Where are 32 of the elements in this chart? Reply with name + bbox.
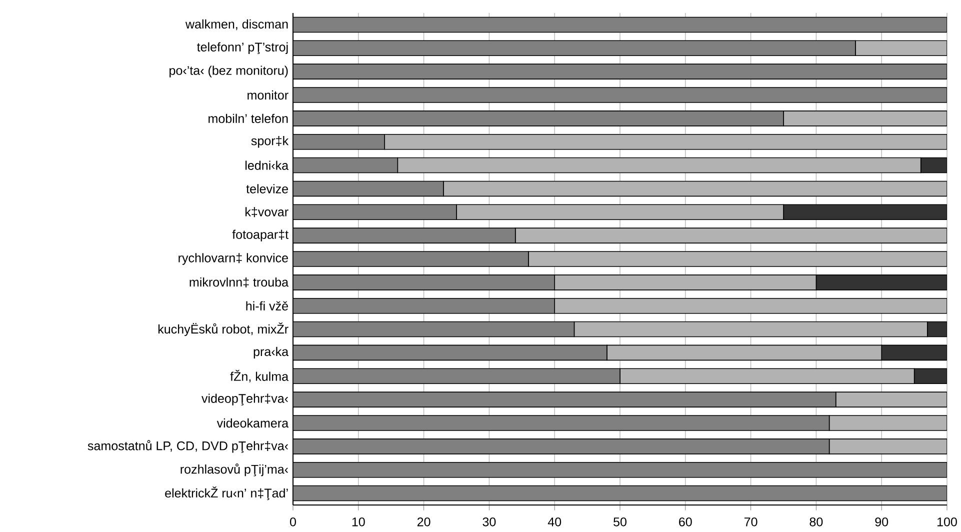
y-tick-label: videokamera [216, 418, 289, 428]
x-tick-label: 0 [290, 517, 296, 526]
y-tick-label: televize [246, 184, 288, 194]
y-tick-label: videopŢehr‡va‹ [202, 394, 288, 406]
x-tick-label: 50 [614, 517, 626, 526]
y-tick-label: kuchyËsků robot, mixŽr [158, 322, 288, 336]
y-tick-label: samostatnů LP, CD, DVD pŢehr‡va‹ [88, 440, 288, 453]
x-tick-label: 90 [875, 517, 888, 526]
x-tick-label: 30 [482, 517, 496, 526]
y-tick-label: spor‡k [251, 136, 289, 148]
y-tick-label: pra‹ka [254, 346, 289, 359]
y-tick-label: monitor [248, 90, 288, 100]
x-tick-label: 70 [744, 517, 758, 526]
y-tick-label: mikrovlnn‡ trouba [190, 277, 289, 288]
x-tick-label: 40 [548, 517, 562, 526]
y-tick-label: elektrickŽ ru‹n’ n‡Ţad’ [165, 486, 288, 500]
y-tick-label: mobiln’ telefon [208, 114, 288, 124]
y-tick-label: fŽn, kulma [230, 370, 289, 382]
x-tick-label: 60 [679, 517, 692, 526]
y-tick-label: telefonn’ pŢ’stroj [197, 42, 288, 54]
y-tick-label: po‹’ta‹ (bez monitoru) [170, 66, 288, 78]
x-tick-label: 20 [417, 517, 430, 526]
x-tick-label: 100 [938, 517, 957, 526]
y-tick-label: hi-fi vžě [246, 301, 288, 310]
y-tick-label: walkmen, discman [185, 19, 288, 30]
y-tick-label: rozhlasovů pŢij’ma‹ [180, 463, 288, 476]
x-tick-label: 10 [352, 517, 365, 526]
y-tick-label: ledni‹ka [246, 160, 289, 170]
x-tick-label: 80 [810, 517, 823, 526]
y-tick-label: rychlovarn‡ konvice [178, 253, 288, 265]
y-tick-label: k‡vovar [246, 207, 288, 218]
y-tick-label: fotoapar‡t [232, 230, 288, 242]
